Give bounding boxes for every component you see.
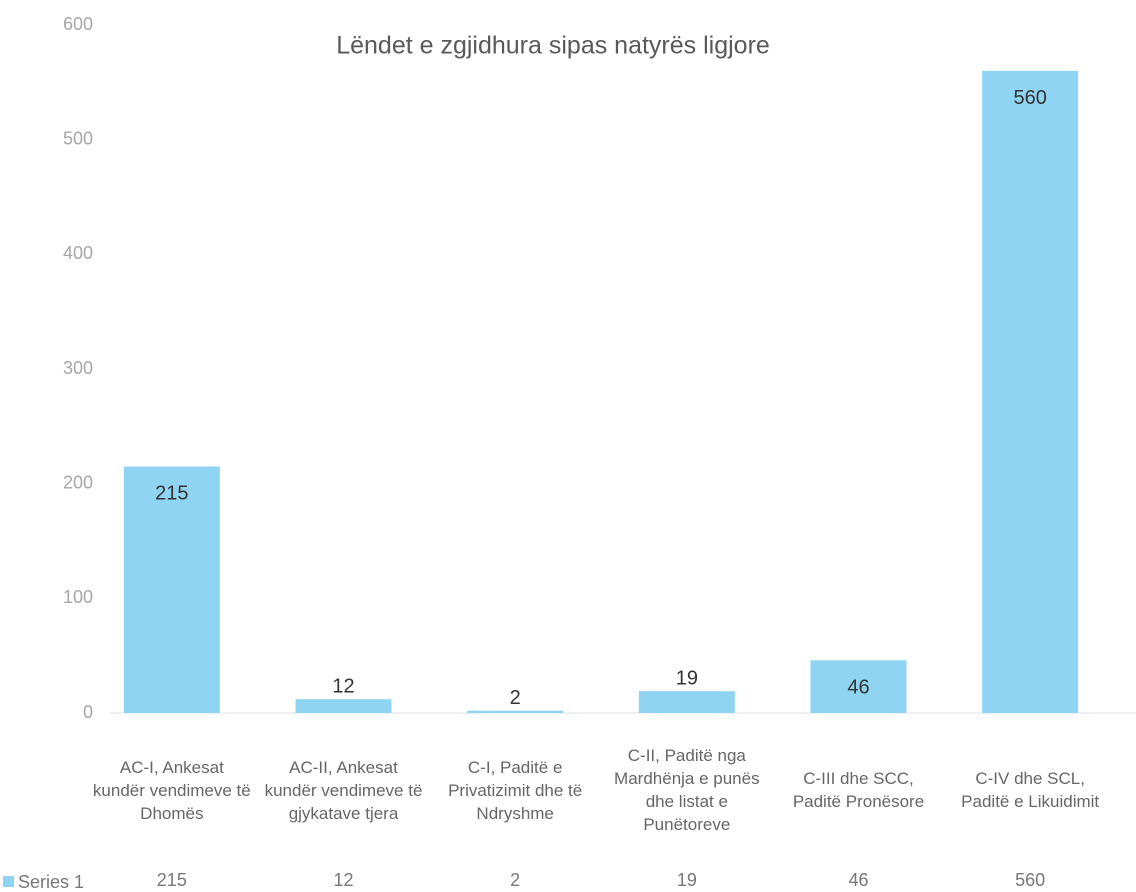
- data-label: 2: [510, 687, 521, 709]
- table-value: 46: [848, 870, 869, 890]
- x-tick-label: AC-II, Ankesat kundër vendimeve të gjyka…: [264, 757, 423, 823]
- table-value: 215: [156, 870, 187, 890]
- table-value: 560: [1015, 870, 1046, 890]
- data-label: 560: [1013, 87, 1046, 109]
- legend-label: Series 1: [18, 872, 84, 892]
- data-label: 215: [155, 483, 188, 505]
- x-tick-label: C-I, Paditë e Privatizimit dhe të Ndrysh…: [448, 757, 583, 823]
- y-tick-label: 300: [63, 358, 93, 378]
- x-tick-label: C-II, Paditë nga Mardhënja e punës dhe l…: [614, 746, 760, 834]
- y-tick-label: 100: [63, 587, 93, 607]
- x-tick-label: C-IV dhe SCL, Paditë e Likuidimit: [961, 769, 1100, 811]
- x-tick-label: AC-I, Ankesat kundër vendimeve të Dhomës: [92, 757, 251, 823]
- y-tick-label: 0: [83, 702, 93, 722]
- bar: [467, 710, 564, 713]
- y-tick-label: 500: [63, 128, 93, 148]
- data-label: 46: [847, 677, 869, 699]
- table-value: 19: [676, 870, 697, 890]
- bar: [123, 466, 220, 713]
- bar: [810, 660, 907, 713]
- chart-title: Lëndet e zgjidhura sipas natyrës ligjore: [336, 32, 770, 60]
- y-tick-label: 400: [63, 243, 93, 263]
- legend-swatch: [3, 876, 14, 887]
- table-value: 12: [333, 870, 354, 890]
- data-label: 19: [676, 667, 698, 689]
- bar: [638, 691, 735, 713]
- y-tick-label: 600: [63, 14, 93, 34]
- x-tick-label: C-III dhe SCC, Paditë Pronësore: [792, 769, 925, 811]
- bar: [982, 70, 1079, 713]
- data-label: 12: [332, 676, 354, 698]
- bar: [295, 699, 392, 713]
- table-value: 2: [510, 870, 521, 890]
- y-tick-label: 200: [63, 472, 93, 492]
